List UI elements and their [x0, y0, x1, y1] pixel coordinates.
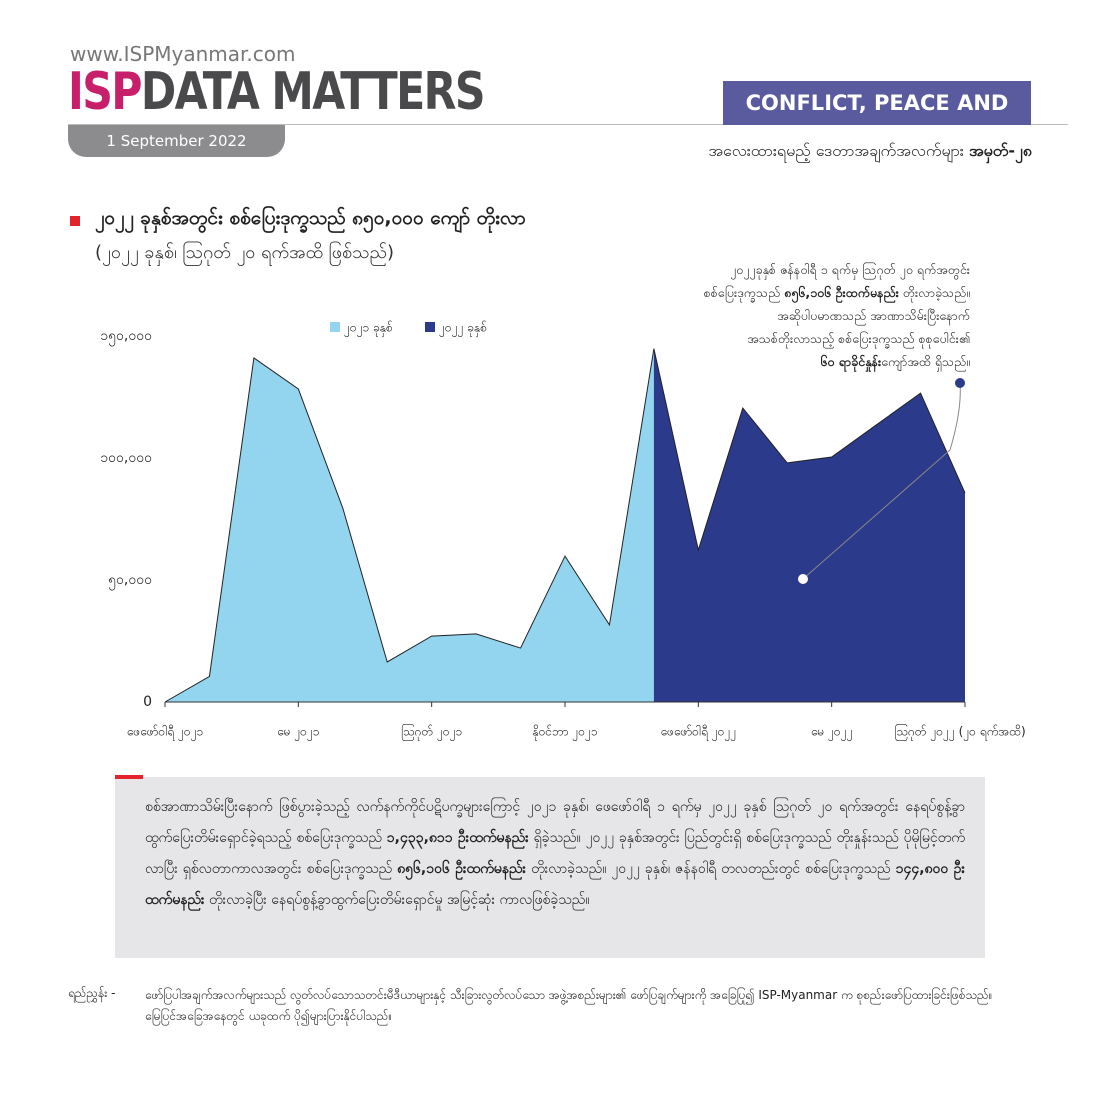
annotation-line: အသစ်တိုးလာသည့် စစ်ပြေးဒုက္ခသည် စုစုပေါင်…	[704, 327, 970, 350]
y-tick-label: ၅၀,၀၀၀	[108, 572, 152, 590]
annotation-text: ကျော်အထိ ရှိသည်။	[881, 354, 970, 369]
paragraph: စစ်အာဏာသိမ်းပြီးနောက် ဖြစ်ပွားခဲ့သည့် လက…	[145, 792, 965, 916]
annotation-text: စစ်ပြေးဒုက္ခသည်	[703, 285, 785, 300]
paragraph-text: ရှိခဲ့သည်။ ၂၀၂၂ ခုနှစ်အတွင်း ပြည်တွင်းရှ…	[145, 830, 965, 877]
brand-isp: ISP	[68, 62, 143, 122]
connector-dot	[955, 378, 965, 388]
chart-subtitle: (၂၀၂၂ ခုနှစ်၊ ဩဂုတ် ၂၀ ရက်အထိ ဖြစ်သည်)	[95, 242, 395, 263]
x-tick-label: နိုဝင်ဘာ ၂၀၂၁	[532, 724, 597, 742]
section: CONFLICT, PEACE AND SECURITY	[723, 81, 1031, 159]
series-title: အလေးထားရမည့် ဒေတာအချက်အလက်များ	[708, 141, 964, 160]
y-tick-label: 0	[143, 694, 152, 710]
website: www.ISPMyanmar.com	[70, 42, 296, 66]
annotation-text: ၆၀ ရာခိုင်နှုန်း	[820, 354, 882, 369]
annotation-text: အဆိုပါပမာဏသည် အာဏာသိမ်းပြီးနောက်	[777, 308, 970, 323]
annotation: ၂၀၂၂ခုနှစ် ဇန်နဝါရီ ၁ ရက်မှ ဩဂုတ် ၂၀ ရက်…	[704, 258, 970, 373]
legend-swatch	[330, 322, 340, 332]
annotation-line: စစ်ပြေးဒုက္ခသည် ၈၅၆,၁၀၆ ဦးထက်မနည်း တိုးလ…	[704, 281, 970, 304]
legend-swatch	[425, 322, 435, 332]
paragraph-text: စစ်အာဏာသိမ်းပြီးနောက် ဖြစ်ပွားခဲ့သည့် လက…	[145, 799, 965, 846]
x-tick-label: မေ ၂၀၂၁	[277, 725, 319, 742]
annotation-text: ၂၀၂၂ခုနှစ် ဇန်နဝါရီ ၁ ရက်မှ ဩဂုတ် ၂၀ ရက်…	[730, 262, 970, 277]
y-tick-label: ၁၀၀,၀၀၀	[100, 450, 152, 466]
chart-title: ၂၀၂၂ ခုနှစ်အတွင်း စစ်ပြေးဒုက္ခသည် ၈၅၀,၀၀…	[95, 207, 526, 229]
paragraph-text: ၈၅၆,၁၀၆ ဦးထက်မနည်း	[397, 861, 527, 877]
brand: ISPDATA MATTERS	[68, 62, 486, 122]
annotation-line: အဆိုပါပမာဏသည် အာဏာသိမ်းပြီးနောက်	[704, 304, 970, 327]
legend-label: ၂၀၂၁ ခုနှစ်	[344, 320, 393, 338]
annotation-line: ၆၀ ရာခိုင်နှုန်းကျော်အထိ ရှိသည်။	[704, 350, 970, 373]
y-tick-label: ၁၅၀,၀၀၀	[100, 328, 152, 346]
annotation-text: ၈၅၆,၁၀၆ ဦးထက်မနည်း	[784, 285, 899, 300]
footer-text: ဖော်ပြပါအချက်အလက်များသည် လွတ်လပ်သောသတင်း…	[145, 988, 993, 1023]
paragraph-text: ၁,၄၃၃,၈၁၁ ဦးထက်မနည်း	[386, 830, 529, 846]
annotation-line: ၂၀၂၂ခုနှစ် ဇန်နဝါရီ ၁ ရက်မှ ဩဂုတ် ၂၀ ရက်…	[704, 258, 970, 281]
x-tick-label: ဩဂုတ် ၂၀၂၂ (၂၀ ရက်အထိ)	[894, 723, 1025, 742]
footer-label: ရည်ညွှန်း -	[68, 986, 116, 1000]
connector	[802, 382, 961, 580]
annotation-text: အသစ်တိုးလာသည့် စစ်ပြေးဒုက္ခသည် စုစုပေါင်…	[747, 331, 970, 346]
x-tick-label: မေ ၂၀၂၂	[811, 725, 853, 742]
area	[165, 348, 654, 702]
paragraph-text: တိုးလာခဲ့ပြီး နေရပ်စွန့်ခွာထွက်ပြေးတိမ်း…	[204, 892, 590, 908]
x-tick-label: ဖေဖော်ဝါရီ ၂၀၂၂	[661, 724, 737, 742]
area-line	[164, 348, 655, 703]
paragraph-text: ၁၄၄,၈၀၀ ဦးထက်မနည်း	[145, 861, 965, 908]
area	[653, 348, 965, 702]
connector-dot	[798, 574, 808, 584]
paragraph-text: တိုးလာခဲ့သည်။ ၂၀၂၂ ခုနှစ်၊ ဇန်နဝါရီ တလတည…	[526, 861, 896, 877]
annotation-text: တိုးလာခဲ့သည်။	[898, 285, 970, 300]
brand-title: DATA MATTERS	[140, 62, 486, 122]
area-line	[653, 348, 966, 552]
title-marker	[70, 216, 80, 226]
chart: 0 ၅၀,၀၀၀ ၁၀၀,၀၀၀ ၁၅၀,၀၀၀ ၂၀၂၁ ခုနှစ် ၂၀၂၂ ခုန…	[100, 320, 1025, 742]
legend-label: ၂၀၂၂ ခုနှစ်	[439, 320, 487, 338]
box-marker	[115, 775, 143, 779]
rule	[68, 124, 1068, 125]
date: 1 September 2022	[68, 125, 285, 157]
text-box	[115, 777, 985, 958]
x-tick-label: ဩဂုတ် ၂၀၂၁	[401, 723, 462, 742]
series-number: အမှတ်-၂၈	[968, 141, 1032, 160]
series-heading: အလေးထားရမည့် ဒေတာအချက်အလက်များ အမှတ်-၂၈	[708, 140, 1032, 164]
x-tick-label: ဖေဖော်ဝါရီ ၂၀၂၁	[127, 724, 203, 742]
